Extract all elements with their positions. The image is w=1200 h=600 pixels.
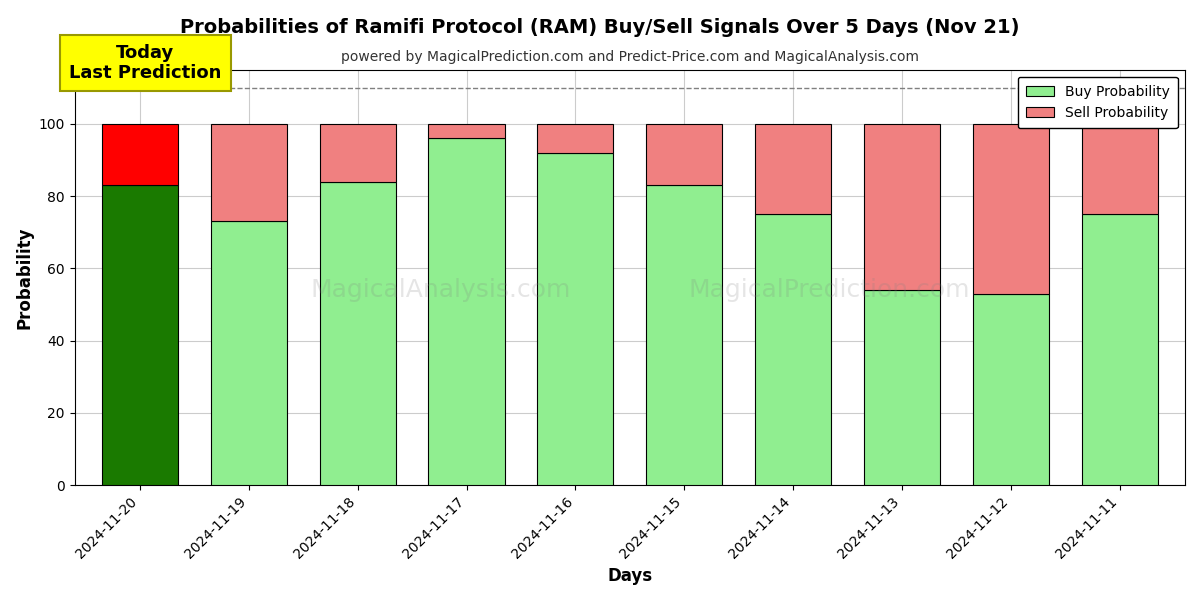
Text: MagicalAnalysis.com: MagicalAnalysis.com: [311, 278, 571, 302]
Text: MagicalPrediction.com: MagicalPrediction.com: [689, 278, 971, 302]
Bar: [973, 124, 1049, 293]
Bar: [211, 221, 287, 485]
Bar: [428, 139, 505, 485]
Bar: [864, 124, 940, 290]
X-axis label: Days: Days: [607, 567, 653, 585]
Bar: [973, 293, 1049, 485]
Text: Probabilities of Ramifi Protocol (RAM) Buy/Sell Signals Over 5 Days (Nov 21): Probabilities of Ramifi Protocol (RAM) B…: [180, 18, 1020, 37]
Bar: [538, 124, 613, 153]
Bar: [102, 124, 178, 185]
Y-axis label: Probability: Probability: [16, 226, 34, 329]
Bar: [864, 290, 940, 485]
Bar: [1081, 124, 1158, 214]
Title: powered by MagicalPrediction.com and Predict-Price.com and MagicalAnalysis.com: powered by MagicalPrediction.com and Pre…: [341, 50, 919, 64]
Bar: [319, 124, 396, 182]
Bar: [646, 185, 722, 485]
Bar: [211, 124, 287, 221]
Bar: [538, 153, 613, 485]
Bar: [755, 214, 832, 485]
Bar: [319, 182, 396, 485]
Bar: [1081, 214, 1158, 485]
Bar: [755, 124, 832, 214]
Bar: [646, 124, 722, 185]
Legend: Buy Probability, Sell Probability: Buy Probability, Sell Probability: [1018, 77, 1178, 128]
Bar: [428, 124, 505, 139]
Text: Today
Last Prediction: Today Last Prediction: [70, 44, 222, 82]
Bar: [102, 185, 178, 485]
